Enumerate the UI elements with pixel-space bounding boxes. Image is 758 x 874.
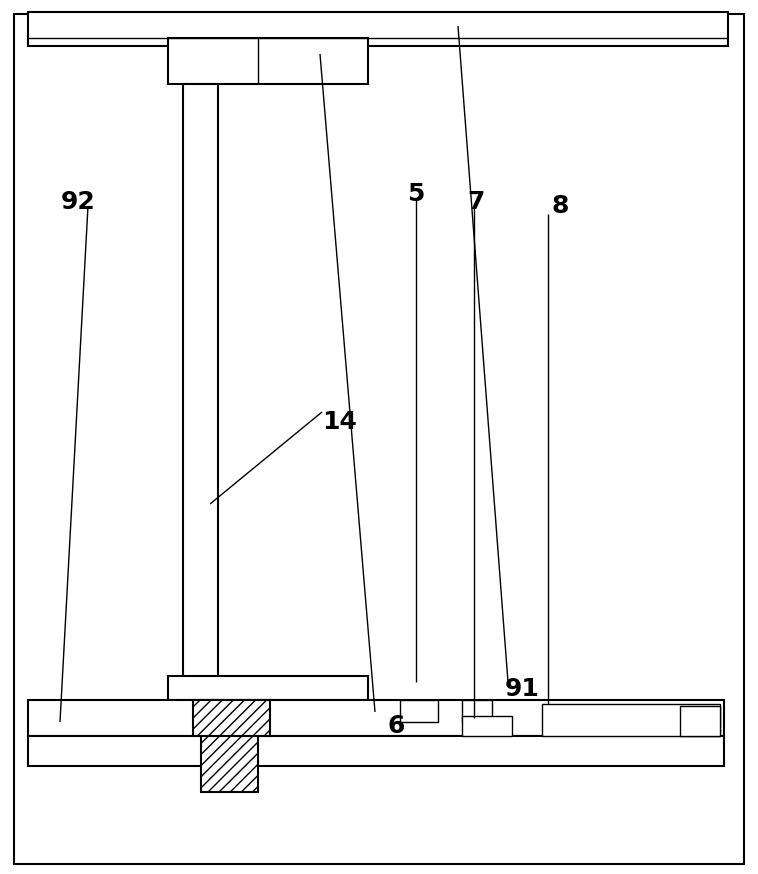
Bar bbox=[462, 700, 492, 722]
Text: 91: 91 bbox=[505, 677, 540, 701]
Text: 92: 92 bbox=[61, 190, 96, 214]
Text: 8: 8 bbox=[551, 194, 568, 218]
Bar bbox=[183, 84, 218, 700]
Bar bbox=[193, 700, 270, 736]
Bar bbox=[201, 736, 258, 792]
Bar bbox=[28, 736, 724, 766]
Bar bbox=[28, 12, 728, 46]
Text: 6: 6 bbox=[387, 714, 405, 738]
Text: 5: 5 bbox=[407, 182, 424, 206]
Bar bbox=[462, 716, 512, 736]
Bar bbox=[28, 700, 724, 736]
Bar bbox=[542, 704, 720, 736]
Text: 7: 7 bbox=[468, 190, 484, 214]
Bar bbox=[168, 676, 368, 700]
Text: 14: 14 bbox=[323, 410, 358, 434]
Bar bbox=[400, 700, 438, 722]
Bar bbox=[168, 38, 368, 84]
Bar bbox=[680, 706, 720, 736]
